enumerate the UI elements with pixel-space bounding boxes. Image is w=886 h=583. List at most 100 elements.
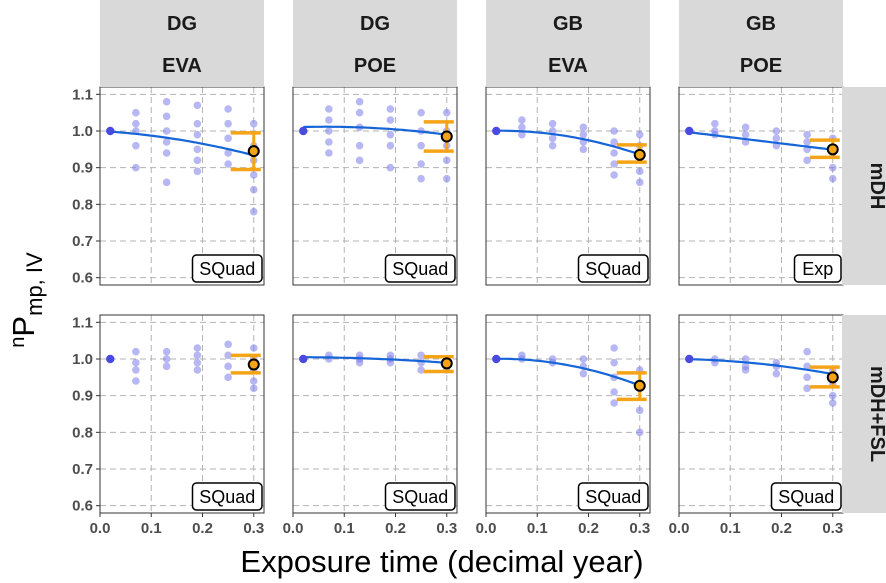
row-strip-0 [842,87,886,285]
y-tick-label: 1.0 [72,351,93,368]
y-axis-title-sub: mp, IV [22,252,47,316]
data-point [193,119,202,128]
column-strip-bottom-label: EVA [162,55,202,77]
y-tick-label: 0.7 [72,233,93,250]
panel-background [679,87,843,285]
data-point [579,145,588,154]
data-point [325,105,333,113]
data-point [162,362,171,371]
column-strip-bottom-label: EVA [548,55,588,77]
data-point [417,351,425,360]
model-label-box [577,254,649,283]
model-label: SQuad [585,487,641,507]
column-strip-1 [293,0,457,87]
data-point [249,377,258,385]
x-tick-label: 0.3 [436,520,457,537]
x-tick-label: 0.0 [476,520,497,537]
data-point [132,163,140,172]
data-point [828,399,837,407]
data-point [224,105,232,113]
column-strip-top-label: GB [553,13,583,35]
data-point [132,347,140,356]
data-point [193,351,202,360]
data-point [224,340,232,349]
data-point [803,373,811,382]
data-point [193,344,202,352]
fit-curve [689,131,833,151]
data-point [803,138,811,146]
data-point [635,406,644,415]
data-point [417,141,425,150]
x-tick-label: 0.1 [720,520,741,537]
data-point [249,119,258,128]
data-point [386,163,395,172]
data-point [386,130,395,139]
y-tick-label: 0.7 [72,461,93,478]
data-point [193,130,202,139]
data-point [162,138,171,146]
panel-background [486,87,650,285]
data-point [741,355,750,363]
baseline-point [299,354,308,364]
data-point [518,116,526,124]
baseline-point [685,126,694,136]
model-label: SQuad [778,487,834,507]
data-point [741,130,750,139]
data-point [224,134,232,143]
data-point [355,358,364,367]
data-point [132,119,140,128]
data-point [741,366,750,374]
data-point [772,369,781,378]
column-strip-top-label: GB [746,13,776,35]
row-strip-label: mDH+FSL [866,366,886,462]
baseline-point [106,354,115,364]
data-point [772,134,781,143]
model-label-box [191,254,263,283]
data-point [610,149,618,157]
data-point [224,160,232,168]
y-tick-label: 1.1 [72,314,93,331]
x-tick-label: 0.2 [771,520,792,537]
model-label-box [384,254,456,283]
panel-mDH-DG-POE: SQuad [292,86,458,286]
panel-mDH+FSL-DG-EVA: SQuad [99,314,265,514]
x-tick-label: 0.2 [578,520,599,537]
model-label-box [793,254,842,283]
data-point [224,351,232,360]
model-label: Exp [802,259,833,279]
data-point [417,160,425,168]
data-point [162,97,171,106]
data-point [610,127,618,135]
data-point [579,369,588,378]
data-point [132,108,140,117]
data-point [579,123,588,132]
data-point [828,174,837,183]
data-point [417,108,425,117]
data-point [249,207,258,216]
data-point [635,178,644,187]
y-tick-label: 0.8 [72,424,93,441]
data-point [610,388,618,396]
data-point [711,119,719,128]
x-tick-label: 0.0 [283,520,304,537]
data-point [442,156,451,165]
data-point [224,362,232,371]
column-strip-top-label: DG [167,13,197,35]
x-tick-label: 0.0 [90,520,111,537]
data-point [224,119,232,128]
data-point [635,167,644,176]
fit-curve [689,358,834,376]
baseline-point [492,126,501,136]
data-point [635,130,644,139]
baseline-point [299,126,308,136]
data-point [610,344,618,352]
model-label: SQuad [199,487,255,507]
data-point [442,108,451,117]
data-point [417,174,425,183]
panel-mDH+FSL-GB-POE: SQuad [678,314,844,514]
x-tick-label: 0.2 [192,520,213,537]
data-point [772,127,781,135]
x-tick-label: 0.1 [334,520,355,537]
fit-point-marker [633,379,646,392]
